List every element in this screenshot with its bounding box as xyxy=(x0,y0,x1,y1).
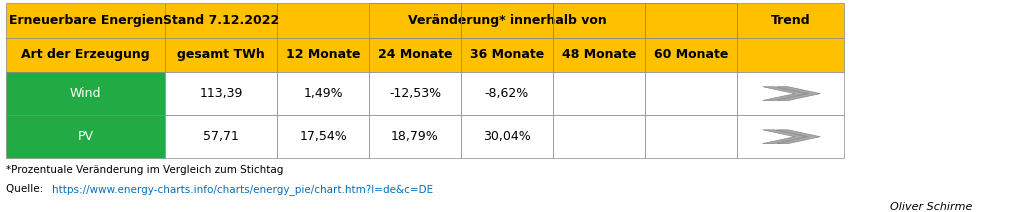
Text: Oliver Schirme: Oliver Schirme xyxy=(890,202,972,212)
FancyBboxPatch shape xyxy=(165,3,278,38)
Text: PV: PV xyxy=(78,130,93,143)
Text: -12,53%: -12,53% xyxy=(389,87,441,100)
Text: Stand 7.12.2022: Stand 7.12.2022 xyxy=(163,14,280,27)
FancyBboxPatch shape xyxy=(278,3,736,38)
FancyBboxPatch shape xyxy=(6,3,165,38)
FancyBboxPatch shape xyxy=(736,3,844,38)
FancyBboxPatch shape xyxy=(553,38,645,72)
Text: Wind: Wind xyxy=(70,87,101,100)
Text: Veränderung* innerhalb von: Veränderung* innerhalb von xyxy=(408,14,606,27)
Polygon shape xyxy=(763,87,806,100)
FancyBboxPatch shape xyxy=(278,72,369,115)
Text: gesamt TWh: gesamt TWh xyxy=(177,48,265,61)
FancyBboxPatch shape xyxy=(461,38,553,72)
Text: 36 Monate: 36 Monate xyxy=(470,48,544,61)
Polygon shape xyxy=(776,87,820,100)
Polygon shape xyxy=(776,130,820,144)
Text: 24 Monate: 24 Monate xyxy=(378,48,453,61)
Text: Trend: Trend xyxy=(770,14,810,27)
FancyBboxPatch shape xyxy=(859,186,1002,212)
Text: Art der Erzeugung: Art der Erzeugung xyxy=(22,48,150,61)
FancyBboxPatch shape xyxy=(369,38,461,72)
FancyBboxPatch shape xyxy=(165,115,278,158)
FancyBboxPatch shape xyxy=(736,38,844,72)
Text: 30,04%: 30,04% xyxy=(483,130,530,143)
Text: 12 Monate: 12 Monate xyxy=(286,48,360,61)
FancyBboxPatch shape xyxy=(369,115,461,158)
FancyBboxPatch shape xyxy=(6,72,165,115)
Text: 57,71: 57,71 xyxy=(203,130,239,143)
Text: Quelle:: Quelle: xyxy=(6,184,47,194)
Text: -8,62%: -8,62% xyxy=(484,87,529,100)
Text: 18,79%: 18,79% xyxy=(391,130,439,143)
FancyBboxPatch shape xyxy=(165,72,278,115)
Text: 60 Monate: 60 Monate xyxy=(653,48,728,61)
FancyBboxPatch shape xyxy=(461,115,553,158)
FancyBboxPatch shape xyxy=(645,115,736,158)
FancyBboxPatch shape xyxy=(553,115,645,158)
Text: 1,49%: 1,49% xyxy=(303,87,343,100)
FancyBboxPatch shape xyxy=(369,72,461,115)
Text: 48 Monate: 48 Monate xyxy=(561,48,636,61)
Text: *Prozentuale Veränderung im Vergleich zum Stichtag: *Prozentuale Veränderung im Vergleich zu… xyxy=(6,165,284,175)
FancyBboxPatch shape xyxy=(553,72,645,115)
FancyBboxPatch shape xyxy=(165,38,278,72)
Polygon shape xyxy=(763,130,806,144)
Text: 17,54%: 17,54% xyxy=(299,130,347,143)
FancyBboxPatch shape xyxy=(736,115,844,158)
FancyBboxPatch shape xyxy=(6,38,165,72)
FancyBboxPatch shape xyxy=(645,38,736,72)
FancyBboxPatch shape xyxy=(6,115,165,158)
Text: 113,39: 113,39 xyxy=(200,87,243,100)
FancyBboxPatch shape xyxy=(278,115,369,158)
Text: Erneuerbare Energien: Erneuerbare Energien xyxy=(8,14,163,27)
FancyBboxPatch shape xyxy=(461,72,553,115)
FancyBboxPatch shape xyxy=(645,72,736,115)
Text: https://www.energy-charts.info/charts/energy_pie/chart.htm?l=de&c=DE: https://www.energy-charts.info/charts/en… xyxy=(52,184,433,195)
FancyBboxPatch shape xyxy=(736,72,844,115)
FancyBboxPatch shape xyxy=(278,38,369,72)
